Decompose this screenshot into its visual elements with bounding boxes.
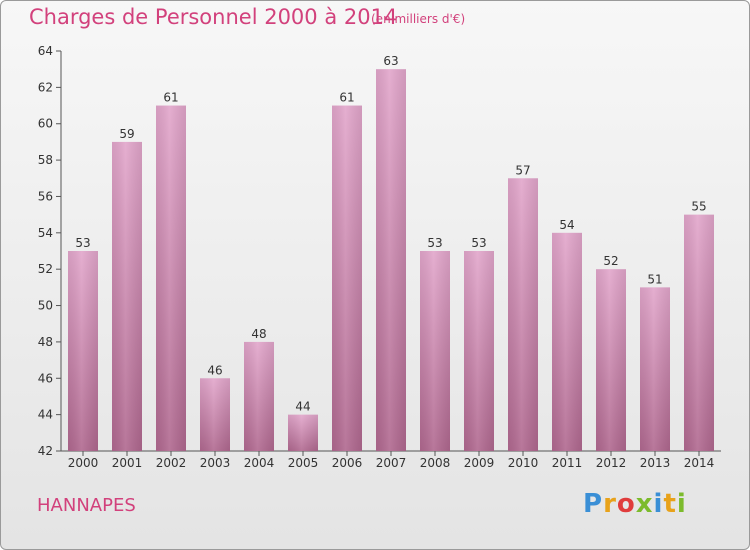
x-tick-label-2006: 2006 bbox=[332, 456, 363, 470]
brand-letter: x bbox=[635, 489, 654, 519]
chart-title: Charges de Personnel 2000 à 2014 bbox=[29, 5, 398, 29]
data-label-2012: 52 bbox=[603, 254, 618, 268]
bars-group bbox=[68, 69, 714, 452]
axes: 42 44 46 48 50 52 54 56 58 60 62 64 bbox=[38, 44, 721, 458]
data-label-2004: 48 bbox=[251, 327, 266, 341]
data-label-2010: 57 bbox=[515, 163, 530, 177]
labels-group: 2000 53 2001 59 2002 61 2003 46 2004 48 2005 44 2006… bbox=[68, 54, 715, 470]
data-label-2014: 55 bbox=[691, 200, 706, 214]
commune-name: HANNAPES bbox=[37, 495, 136, 516]
bar-shade-2002 bbox=[156, 105, 186, 451]
bar-shade-2006 bbox=[332, 105, 362, 451]
brand-letter: P bbox=[583, 489, 604, 519]
data-label-2003: 46 bbox=[207, 363, 222, 377]
bar-shade-2008 bbox=[420, 251, 450, 451]
x-tick-label-2011: 2011 bbox=[552, 456, 583, 470]
y-tick-label: 60 bbox=[38, 117, 53, 131]
bar-shade-2010 bbox=[508, 178, 538, 452]
proxiti-logo: Proxiti bbox=[583, 489, 687, 519]
bar-shade-2009 bbox=[464, 251, 494, 451]
y-tick-label: 64 bbox=[38, 44, 53, 58]
y-tick-label: 50 bbox=[38, 299, 53, 313]
bar-shade-2011 bbox=[552, 232, 582, 451]
x-tick-label-2013: 2013 bbox=[640, 456, 671, 470]
bar-shade-2000 bbox=[68, 251, 98, 451]
y-tick-label: 42 bbox=[38, 444, 53, 458]
y-tick-label: 46 bbox=[38, 371, 53, 385]
x-tick-label-2005: 2005 bbox=[288, 456, 319, 470]
data-label-2011: 54 bbox=[559, 218, 574, 232]
y-tick-label: 56 bbox=[38, 189, 53, 203]
bar-shade-2012 bbox=[596, 269, 626, 451]
x-tick-label-2009: 2009 bbox=[464, 456, 495, 470]
y-tick-label: 44 bbox=[38, 408, 53, 422]
data-label-2009: 53 bbox=[471, 236, 486, 250]
data-label-2007: 63 bbox=[383, 54, 398, 68]
y-tick-label: 58 bbox=[38, 153, 53, 167]
y-tick-label: 62 bbox=[38, 80, 53, 94]
x-tick-label-2003: 2003 bbox=[200, 456, 231, 470]
bar-shade-2014 bbox=[684, 214, 714, 451]
x-tick-label-2000: 2000 bbox=[68, 456, 99, 470]
y-tick-label: 54 bbox=[38, 226, 53, 240]
data-label-2013: 51 bbox=[647, 272, 662, 286]
x-tick-label-2010: 2010 bbox=[508, 456, 539, 470]
x-tick-label-2008: 2008 bbox=[420, 456, 451, 470]
x-tick-label-2014: 2014 bbox=[684, 456, 715, 470]
brand-letter: o bbox=[616, 489, 636, 519]
bar-shade-2003 bbox=[200, 378, 230, 451]
brand-letter: i bbox=[676, 489, 687, 519]
x-tick-label-2002: 2002 bbox=[156, 456, 187, 470]
bar-shade-2007 bbox=[376, 69, 406, 451]
x-tick-label-2007: 2007 bbox=[376, 456, 407, 470]
x-tick-label-2012: 2012 bbox=[596, 456, 627, 470]
data-label-2006: 61 bbox=[339, 91, 354, 105]
data-label-2000: 53 bbox=[75, 236, 90, 250]
data-label-2008: 53 bbox=[427, 236, 442, 250]
brand-letter: r bbox=[603, 489, 617, 519]
bar-shade-2004 bbox=[244, 341, 274, 451]
data-label-2001: 59 bbox=[119, 127, 134, 141]
x-tick-label-2004: 2004 bbox=[244, 456, 275, 470]
x-tick-label-2001: 2001 bbox=[112, 456, 143, 470]
y-tick-label: 48 bbox=[38, 335, 53, 349]
chart-subtitle: (en milliers d'€) bbox=[371, 12, 466, 26]
data-label-2002: 61 bbox=[163, 91, 178, 105]
y-tick-label: 52 bbox=[38, 262, 53, 276]
bar-shade-2005 bbox=[288, 414, 318, 451]
bar-shade-2013 bbox=[640, 287, 670, 451]
brand-letter: i bbox=[653, 489, 664, 519]
bar-shade-2001 bbox=[112, 141, 142, 451]
data-label-2005: 44 bbox=[295, 400, 310, 414]
brand-letter: t bbox=[663, 489, 677, 519]
